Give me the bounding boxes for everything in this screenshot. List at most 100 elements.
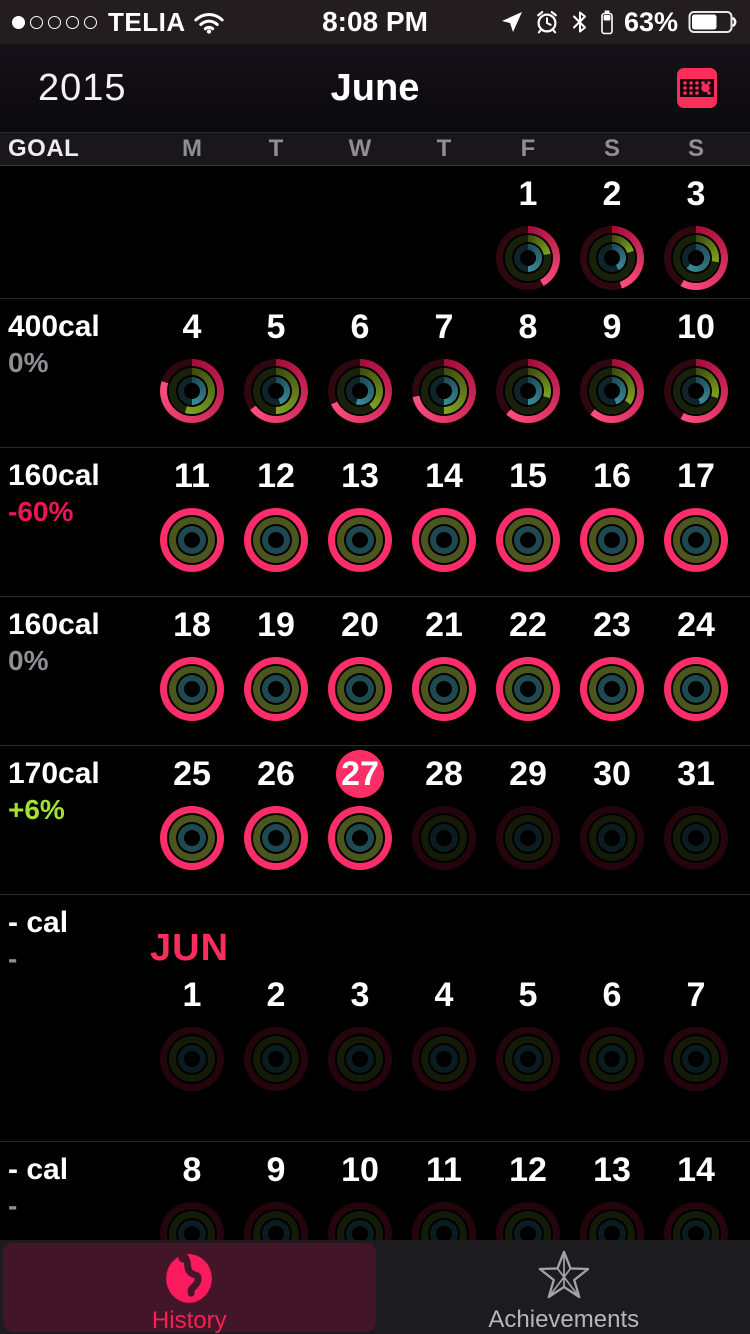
day-cell[interactable]: 31 <box>654 746 738 894</box>
activity-rings <box>328 806 392 870</box>
activity-rings <box>244 359 308 423</box>
day-cell[interactable]: 2 <box>570 166 654 298</box>
day-cell[interactable]: 12 <box>486 1142 570 1240</box>
day-cell[interactable]: 14 <box>402 448 486 596</box>
weekday-letter-3: T <box>436 135 452 162</box>
day-cell[interactable]: 17 <box>654 448 738 596</box>
day-cell[interactable]: 6 <box>570 895 654 1141</box>
day-cell[interactable]: 3 <box>318 895 402 1141</box>
day-cell[interactable]: 11 <box>150 448 234 596</box>
back-to-year-button[interactable]: 2015 <box>38 66 127 109</box>
day-cell[interactable]: 23 <box>570 597 654 745</box>
day-cell[interactable]: 26 <box>234 746 318 894</box>
calendar-week-row: 160cal -60% 11 12 13 14 15 16 17 <box>0 447 750 596</box>
day-cell[interactable]: 20 <box>318 597 402 745</box>
activity-rings <box>664 806 728 870</box>
day-cell[interactable]: 11 <box>402 1142 486 1240</box>
activity-rings <box>328 1202 392 1240</box>
day-cell[interactable]: 25 <box>150 746 234 894</box>
goal-summary: - cal - <box>0 895 150 1141</box>
goal-percent-label: - <box>8 1190 18 1221</box>
activity-rings <box>580 657 644 721</box>
date-number: 5 <box>266 308 286 346</box>
date-number: 4 <box>182 308 202 346</box>
day-cell[interactable]: 9 <box>234 1142 318 1240</box>
day-cell[interactable]: 1 <box>486 166 570 298</box>
date-number: 7 <box>686 976 706 1014</box>
day-cell[interactable]: 16 <box>570 448 654 596</box>
day-cell[interactable]: 5 <box>234 299 318 447</box>
day-cell[interactable]: 10 <box>318 1142 402 1240</box>
day-cell[interactable]: 13 <box>318 448 402 596</box>
day-cell[interactable]: 2 <box>234 895 318 1141</box>
activity-rings <box>412 1202 476 1240</box>
tab-history[interactable]: History <box>3 1243 376 1334</box>
day-cell[interactable]: 10 <box>654 299 738 447</box>
status-bar: TELIA 8:08 PM <box>0 0 750 44</box>
day-cell[interactable]: 30 <box>570 746 654 894</box>
page-title: June <box>330 66 420 109</box>
day-cell[interactable]: 7 <box>654 895 738 1141</box>
day-cell[interactable]: 18 <box>150 597 234 745</box>
date-number: 1 <box>182 976 202 1014</box>
calendar-week-row: - cal - JUN 1 2 3 4 5 6 7 <box>0 894 750 1141</box>
day-cell[interactable]: 5 <box>486 895 570 1141</box>
day-cell[interactable]: 8 <box>486 299 570 447</box>
activity-rings <box>496 1027 560 1091</box>
calendar-week-row: - cal - 8 9 10 11 12 13 14 <box>0 1141 750 1240</box>
day-cell[interactable]: JUN 1 <box>150 895 234 1141</box>
date-number: 29 <box>509 755 547 793</box>
tab-achievements[interactable]: Achievements <box>378 1240 750 1334</box>
date-number: 22 <box>509 606 547 644</box>
date-number: 14 <box>677 1151 715 1189</box>
activity-rings <box>664 1202 728 1240</box>
tab-bar: History Achievements <box>0 1240 750 1334</box>
day-cell[interactable]: 8 <box>150 1142 234 1240</box>
day-cell[interactable]: 4 <box>150 299 234 447</box>
date-number: 30 <box>593 755 631 793</box>
day-cell[interactable]: 4 <box>402 895 486 1141</box>
calendar-grid-icon[interactable] <box>676 66 718 110</box>
day-cell-empty <box>150 166 234 298</box>
tab-achievements-label: Achievements <box>488 1306 640 1333</box>
day-cell-empty <box>234 166 318 298</box>
activity-rings <box>412 657 476 721</box>
day-cell[interactable]: 19 <box>234 597 318 745</box>
activity-rings <box>664 657 728 721</box>
day-cell[interactable]: 3 <box>654 166 738 298</box>
activity-rings <box>160 1027 224 1091</box>
day-cell[interactable]: 6 <box>318 299 402 447</box>
date-number: 21 <box>425 606 463 644</box>
day-cell[interactable]: 22 <box>486 597 570 745</box>
activity-rings <box>244 508 308 572</box>
day-cell[interactable]: 24 <box>654 597 738 745</box>
day-cell[interactable]: 28 <box>402 746 486 894</box>
activity-rings <box>496 657 560 721</box>
date-number: 7 <box>434 308 454 346</box>
goal-column-header: GOAL <box>8 135 80 162</box>
day-cell[interactable]: 14 <box>654 1142 738 1240</box>
day-cell[interactable]: 13 <box>570 1142 654 1240</box>
day-cell[interactable]: 9 <box>570 299 654 447</box>
date-number: 8 <box>182 1151 202 1189</box>
day-cell[interactable]: 7 <box>402 299 486 447</box>
day-cell[interactable]: 21 <box>402 597 486 745</box>
day-cell[interactable]: 29 <box>486 746 570 894</box>
weekday-letter-0: M <box>182 135 202 162</box>
weekday-letter-1: T <box>268 135 284 162</box>
activity-rings <box>580 1027 644 1091</box>
activity-rings <box>328 508 392 572</box>
activity-rings <box>328 359 392 423</box>
day-cell[interactable]: 27 <box>318 746 402 894</box>
date-number: 3 <box>350 976 370 1014</box>
date-number: 6 <box>350 308 370 346</box>
activity-rings <box>496 508 560 572</box>
day-cell[interactable]: 15 <box>486 448 570 596</box>
day-cell[interactable]: 12 <box>234 448 318 596</box>
date-number: 3 <box>686 175 706 213</box>
location-arrow-icon <box>500 10 524 34</box>
activity-rings <box>412 508 476 572</box>
date-number: 14 <box>425 457 463 495</box>
goal-percent-label: 0% <box>8 645 49 676</box>
navigation-header: 2015 June <box>0 44 750 132</box>
